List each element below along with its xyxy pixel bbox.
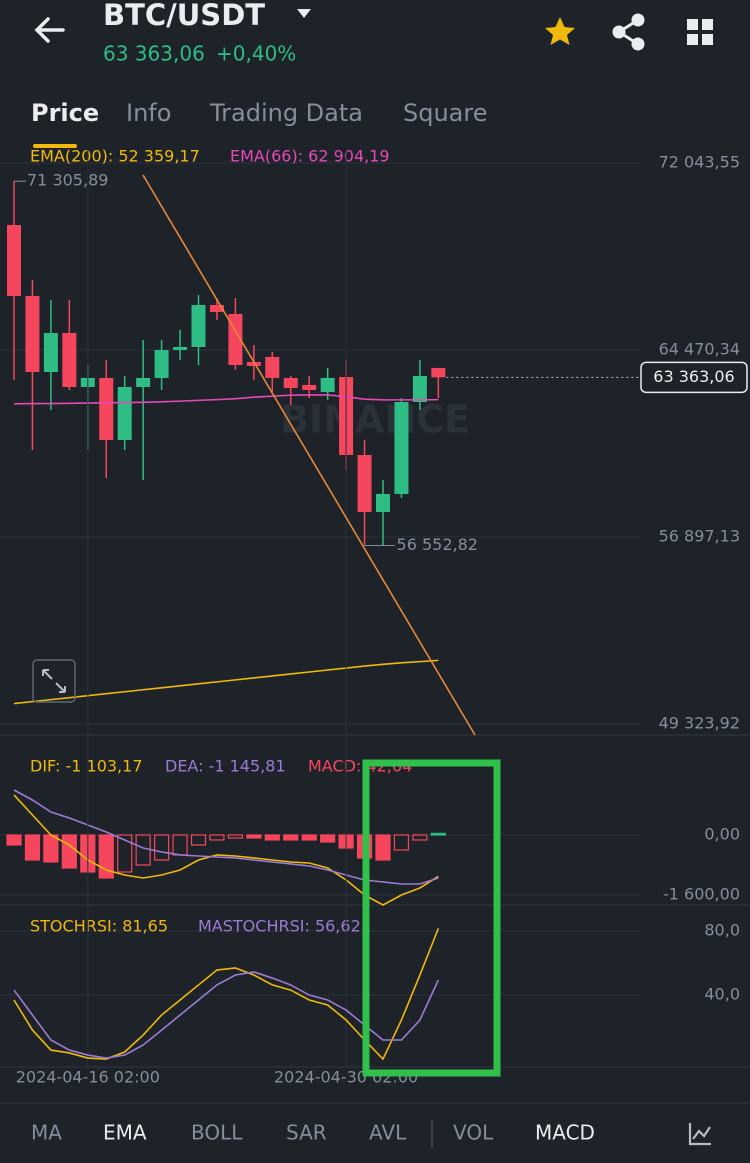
candle-body — [62, 332, 77, 387]
indicator-line — [13, 659, 439, 705]
indicator-tab[interactable]: SAR — [286, 1121, 327, 1145]
indicator-line — [13, 394, 439, 405]
legend-entry: EMA(200): 52 359,17 — [30, 147, 200, 166]
indicator-tab[interactable]: MA — [31, 1121, 62, 1145]
y-tick-label: 49 323,92 — [659, 713, 740, 732]
share-button[interactable] — [612, 13, 645, 51]
macd-bar — [246, 834, 262, 839]
candle-body — [191, 304, 206, 347]
trend-line — [142, 174, 476, 736]
back-button[interactable] — [34, 17, 65, 43]
header-change: +0,40% — [216, 42, 296, 66]
tab-underline — [33, 144, 77, 148]
fullscreen-icon — [42, 669, 66, 693]
indicator-tab[interactable]: AVL — [369, 1121, 407, 1145]
candle-body — [7, 224, 21, 296]
candle-body — [320, 377, 335, 393]
legend-entry: DIF: -1 103,17 — [30, 757, 143, 776]
legend-entry: MASTOCHRSI: 56,62 — [198, 917, 361, 936]
candle-body — [99, 377, 114, 440]
watermark: BINANCE — [280, 398, 470, 442]
indicator-tab[interactable]: BOLL — [191, 1121, 243, 1145]
highlight-box — [362, 759, 501, 1077]
legend-entry: DEA: -1 145,81 — [165, 757, 286, 776]
candle-body — [228, 313, 243, 365]
macd-bar — [430, 832, 446, 836]
candle-body — [209, 304, 224, 312]
macd-bar — [154, 834, 170, 861]
macd-bar — [393, 834, 410, 851]
legend-entry: EMA(66): 62 904,19 — [230, 147, 390, 166]
candle-body — [246, 361, 261, 366]
candle-body — [431, 367, 446, 378]
last-price-label: 63 363,06 — [653, 367, 734, 386]
candle-body — [173, 346, 188, 350]
macd-bar — [412, 834, 428, 841]
macd-bar — [6, 834, 22, 846]
macd-bar — [227, 834, 243, 839]
macd-bar — [375, 834, 391, 861]
macd-bar — [61, 834, 77, 869]
candle-body — [394, 402, 409, 494]
layout-button[interactable] — [687, 19, 713, 45]
tab[interactable]: Trading Data — [209, 99, 363, 127]
y-tick-label: -1 600,00 — [663, 884, 740, 903]
y-tick-label: 56 897,13 — [659, 526, 740, 545]
candle-body — [154, 349, 169, 378]
indicator-tab-active[interactable]: MACD — [535, 1121, 595, 1145]
pair-title[interactable]: BTC/USDT — [103, 0, 265, 32]
y-tick-label: 72 043,55 — [659, 152, 740, 171]
candle-body — [302, 384, 317, 391]
pair-dropdown[interactable] — [297, 9, 311, 18]
y-tick-label: 0,00 — [704, 824, 740, 843]
tab[interactable]: Square — [403, 99, 488, 127]
candle-body — [265, 356, 280, 378]
macd-bar — [24, 834, 41, 861]
x-tick-label: 2024-04-16 02:00 — [16, 1068, 160, 1087]
y-tick-label: 64 470,34 — [659, 339, 740, 358]
candle-body — [283, 377, 298, 389]
tab[interactable]: Info — [126, 99, 171, 127]
candle-body — [376, 493, 390, 512]
candle-body — [412, 375, 427, 403]
legend-entry: STOCHRSI: 81,65 — [30, 917, 168, 936]
indicator-settings[interactable] — [688, 1123, 711, 1146]
macd-bar — [190, 834, 207, 846]
macd-bar — [283, 834, 299, 841]
indicator-tab-active[interactable]: EMA — [103, 1121, 147, 1145]
candle-body — [357, 454, 372, 512]
last-price-box — [640, 361, 748, 394]
macd-bar — [43, 834, 59, 863]
favorite-star[interactable] — [545, 17, 575, 45]
macd-bar — [320, 834, 336, 843]
fullscreen-button[interactable] — [32, 659, 76, 703]
high-label: 71 305,89 — [27, 171, 108, 190]
macd-bar — [301, 834, 317, 841]
candle-body — [25, 295, 40, 372]
y-tick-label: 80,0 — [704, 921, 740, 940]
indicator-tab[interactable]: VOL — [453, 1121, 494, 1145]
tab-active[interactable]: Price — [31, 99, 99, 127]
header-price: 63 363,06 — [103, 42, 205, 66]
candle-body — [43, 332, 58, 372]
candle-body — [136, 377, 151, 387]
y-tick-label: 40,0 — [704, 985, 740, 1004]
macd-bar — [264, 834, 280, 841]
low-label: 56 552,82 — [397, 535, 478, 554]
candle-body — [117, 386, 132, 440]
macd-bar — [209, 834, 225, 841]
macd-bar — [117, 834, 133, 873]
